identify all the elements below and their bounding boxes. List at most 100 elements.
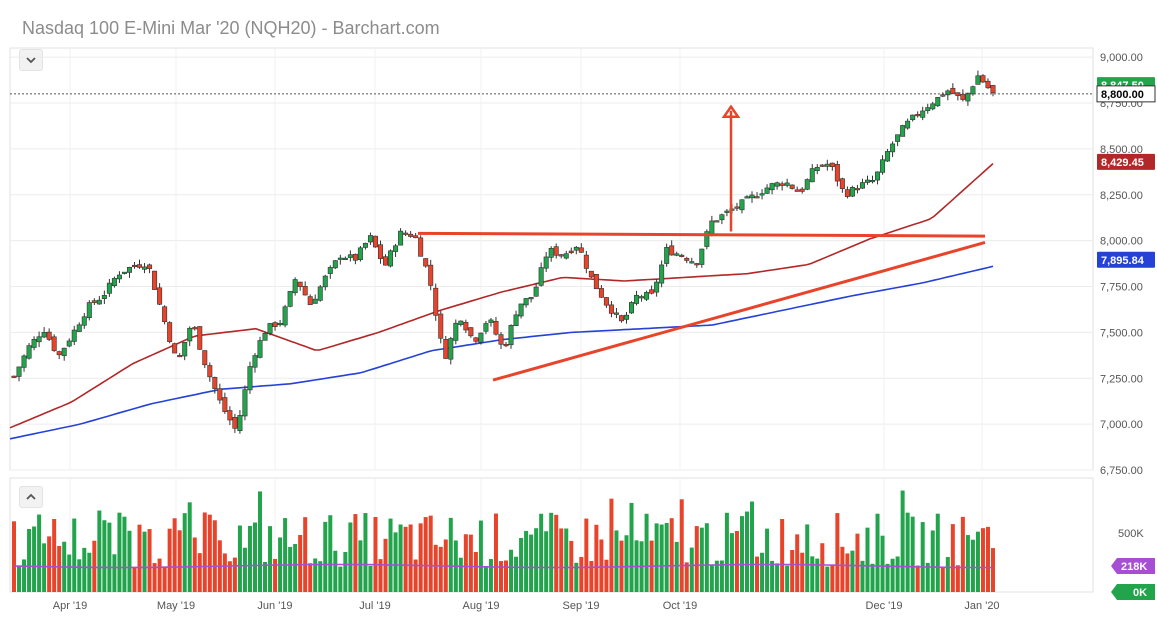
candle-body — [593, 274, 599, 290]
time-tick-label: Dec '19 — [866, 600, 903, 612]
volume-bar — [554, 514, 559, 592]
volume-avg-badge: 218K — [1121, 561, 1147, 573]
candle-body — [377, 244, 383, 259]
volume-bar — [694, 526, 699, 592]
volume-bar — [493, 513, 498, 592]
volume-bar — [970, 539, 975, 592]
volume-bar — [549, 512, 554, 592]
volume-bar — [468, 534, 473, 592]
candle-body — [563, 253, 569, 259]
volume-bar — [363, 513, 368, 592]
volume-bar — [152, 563, 157, 592]
last-price-badge-bg — [1097, 85, 1155, 102]
volume-bar — [343, 551, 348, 592]
candle-body — [588, 270, 594, 278]
time-tick-label: Oct '19 — [663, 600, 698, 612]
candle-body — [227, 410, 233, 421]
volume-bar — [699, 527, 704, 592]
volume-bar — [714, 560, 719, 592]
volume-bar — [890, 558, 895, 592]
volume-bar — [659, 524, 664, 592]
volume-bar — [669, 518, 674, 592]
candle-body — [116, 274, 122, 280]
candle-body — [177, 355, 183, 358]
candle-body — [603, 297, 609, 306]
volume-bar — [544, 531, 549, 592]
candle-body — [528, 297, 534, 300]
candle-body — [172, 343, 178, 354]
volume-bar — [790, 550, 795, 592]
volume-bar — [212, 520, 217, 592]
candle-body — [498, 334, 504, 345]
volume-bar — [980, 528, 985, 592]
volume-bar — [42, 543, 47, 592]
volume-bar — [805, 524, 810, 592]
candle-body — [287, 291, 293, 307]
candle-body — [734, 206, 740, 209]
volume-bar — [965, 535, 970, 592]
candle-body — [814, 166, 820, 171]
candle-body — [66, 340, 72, 347]
volume-bar — [795, 534, 800, 592]
volume-bar — [584, 518, 589, 592]
candle-body — [689, 261, 695, 264]
candle-body — [367, 235, 373, 243]
candle-body — [282, 306, 288, 326]
volume-bar — [674, 541, 679, 592]
candle-body — [51, 336, 57, 351]
volume-bar — [187, 502, 192, 592]
candle-body — [473, 337, 479, 342]
candle-body — [292, 279, 298, 294]
candle-body — [126, 266, 132, 273]
volume-bar — [609, 498, 614, 592]
candle-body — [629, 302, 635, 314]
candle-body — [664, 247, 670, 264]
volume-bar — [744, 511, 749, 592]
volume-bar — [398, 524, 403, 592]
volume-bar — [122, 516, 127, 592]
candle-body — [809, 168, 815, 183]
collapse-header-button[interactable] — [19, 49, 43, 71]
volume-bar — [273, 558, 278, 592]
candle-body — [488, 319, 494, 323]
volume-bar — [945, 557, 950, 592]
volume-bar — [614, 530, 619, 592]
candle-body — [398, 230, 404, 246]
candle-body — [890, 143, 896, 153]
volume-bar — [704, 523, 709, 592]
volume-bar — [644, 513, 649, 592]
candle-body — [854, 188, 860, 191]
volume-bar — [112, 554, 117, 592]
volume-bar — [684, 562, 689, 592]
volume-bar — [67, 554, 72, 592]
volume-bar — [504, 560, 509, 592]
candle-body — [192, 327, 198, 330]
volume-bar — [569, 540, 574, 592]
candle-body — [433, 287, 439, 316]
chevron-down-icon — [26, 57, 36, 64]
volume-bar — [870, 563, 875, 592]
volume-bar — [820, 543, 825, 592]
volume-bar — [664, 523, 669, 592]
price-tick-label: 8,250.00 — [1100, 190, 1143, 202]
candle-body — [152, 270, 158, 290]
collapse-volume-button[interactable] — [19, 486, 43, 508]
volume-bar — [589, 561, 594, 592]
candle-body — [915, 114, 921, 117]
volume-bar — [207, 514, 212, 592]
volume-bar — [222, 553, 227, 592]
candle-body — [247, 366, 253, 391]
volume-bar — [483, 565, 488, 592]
volume-bar — [373, 516, 378, 592]
candle-body — [217, 388, 223, 401]
price-tick-label: 7,250.00 — [1100, 373, 1143, 385]
candle-body — [106, 282, 112, 294]
candle-body — [403, 232, 409, 235]
candle-body — [508, 325, 514, 346]
volume-bar — [654, 523, 659, 592]
candle-body — [202, 350, 208, 366]
candle-body — [86, 302, 92, 319]
volume-bar — [338, 566, 343, 592]
candle-body — [749, 194, 755, 199]
